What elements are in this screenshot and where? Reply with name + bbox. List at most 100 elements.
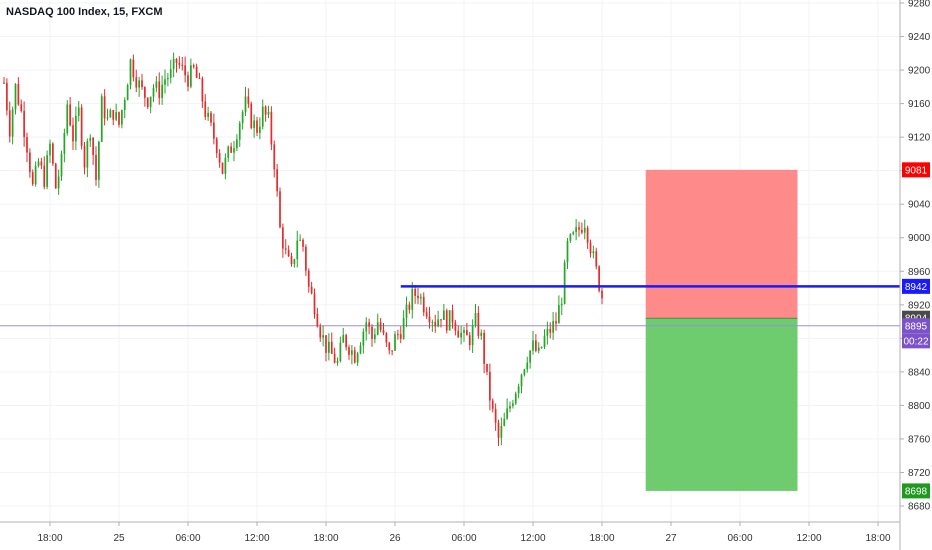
candle-body xyxy=(129,59,132,86)
candle-body xyxy=(437,319,439,327)
price-tag-label: 00:22 xyxy=(903,336,928,347)
candle-body xyxy=(549,328,552,333)
candle-body xyxy=(325,335,327,353)
candle-body xyxy=(184,65,186,76)
candle-body xyxy=(351,350,353,355)
candle-body xyxy=(333,353,336,363)
candle-body xyxy=(247,96,250,104)
candle-body xyxy=(181,64,184,66)
candle-body xyxy=(149,96,152,108)
price-tag xyxy=(902,278,930,294)
candle-body xyxy=(466,330,468,336)
candle-body xyxy=(463,330,465,333)
candle-body xyxy=(319,326,322,338)
candle-body xyxy=(543,335,546,348)
candle-body xyxy=(322,335,324,338)
candle-body xyxy=(144,87,146,98)
price-tag xyxy=(902,318,930,334)
price-tag xyxy=(902,333,930,349)
candle-body xyxy=(376,322,379,335)
candle-body xyxy=(14,83,17,110)
candle-body xyxy=(161,84,163,99)
candle-body xyxy=(336,361,339,363)
candle-body xyxy=(316,314,319,327)
candle-body xyxy=(141,80,143,88)
candle-body xyxy=(20,104,23,111)
candle-body xyxy=(195,66,198,78)
candle-body xyxy=(253,120,255,128)
candle-body xyxy=(483,332,485,364)
candle-body xyxy=(431,322,434,324)
candle-body xyxy=(506,408,508,419)
candle-body xyxy=(233,148,235,153)
candle-body xyxy=(241,112,244,124)
candle-body xyxy=(187,75,189,87)
candle-body xyxy=(529,350,531,363)
candle-body xyxy=(379,322,382,331)
candle-body xyxy=(273,144,276,170)
price-tick-label: 9160 xyxy=(908,99,931,110)
candle-body xyxy=(402,317,405,339)
candle-body xyxy=(121,110,123,125)
candle-body xyxy=(517,386,520,394)
candle-body xyxy=(236,139,238,149)
candle-body xyxy=(31,172,34,185)
candle-body xyxy=(581,229,583,233)
price-tag-label: 9081 xyxy=(905,165,928,176)
price-tick-label: 9000 xyxy=(908,233,931,244)
time-tick-label: 12:00 xyxy=(244,533,269,544)
candle-body xyxy=(75,115,77,142)
candle-body xyxy=(215,138,218,154)
candle-body xyxy=(52,143,54,164)
candle-body xyxy=(388,342,391,351)
candle-body xyxy=(569,234,572,241)
candle-body xyxy=(80,107,83,146)
candle-body xyxy=(359,345,362,354)
candle-body xyxy=(302,239,304,247)
chart-title: NASDAQ 100 Index, 15, FXCM xyxy=(6,6,163,18)
price-tag xyxy=(902,162,930,178)
candle-body xyxy=(425,312,428,317)
candle-body xyxy=(477,312,480,336)
candle-body xyxy=(330,341,333,354)
candle-body xyxy=(512,403,514,406)
candle-body xyxy=(489,371,491,401)
candle-body xyxy=(95,154,97,180)
candle-body xyxy=(26,137,28,153)
candle-body xyxy=(270,111,273,145)
candle-body xyxy=(152,87,155,97)
candle-body xyxy=(40,161,43,166)
candle-body xyxy=(46,155,48,187)
candle-body xyxy=(414,288,416,296)
candle-body xyxy=(491,400,494,409)
candle-body xyxy=(451,310,454,323)
candle-body xyxy=(175,58,178,63)
candle-body xyxy=(371,326,373,339)
candle-body xyxy=(221,162,224,174)
candle-body xyxy=(89,137,92,142)
candle-body xyxy=(399,334,402,339)
candle-body xyxy=(443,310,445,320)
candle-body xyxy=(328,341,330,353)
candle-body xyxy=(552,321,554,333)
price-tag xyxy=(902,483,930,499)
candle-body xyxy=(385,333,388,343)
candle-body xyxy=(471,325,474,346)
candle-body xyxy=(92,137,94,155)
candle-body xyxy=(500,425,503,438)
candle-body xyxy=(63,133,66,154)
candle-body xyxy=(296,240,299,260)
time-tick-label: 18:00 xyxy=(37,533,62,544)
time-tick-label: 12:00 xyxy=(796,533,821,544)
candle-body xyxy=(287,249,290,257)
candle-body xyxy=(158,81,161,99)
candle-body xyxy=(29,152,31,173)
candle-body xyxy=(494,408,497,423)
time-tick-label: 27 xyxy=(665,533,677,544)
candle-body xyxy=(77,107,80,116)
candle-body xyxy=(299,239,301,241)
candle-body xyxy=(49,143,51,156)
candle-body xyxy=(457,330,460,338)
candle-body xyxy=(546,328,549,336)
